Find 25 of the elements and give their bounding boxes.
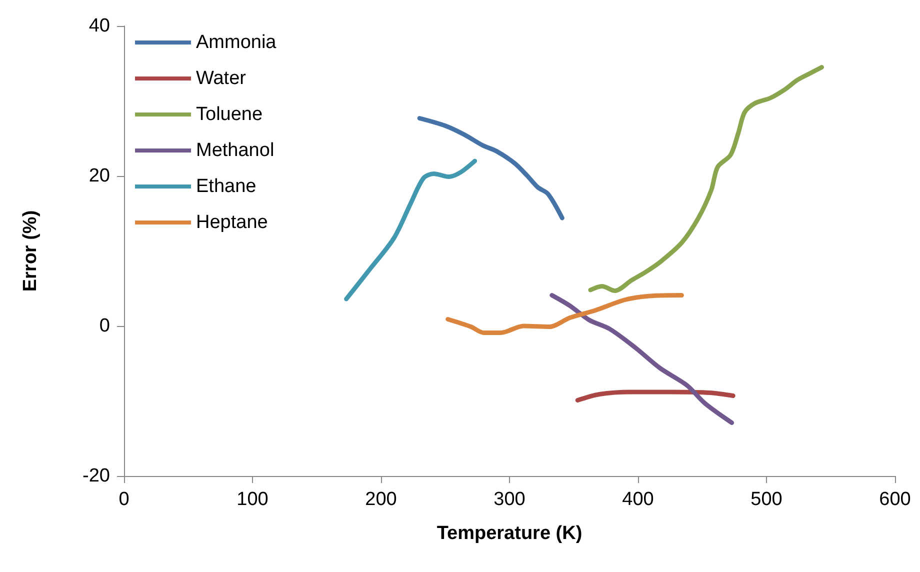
x-tick-label: 600	[879, 489, 911, 510]
x-tick-label: 300	[494, 489, 526, 510]
line-series	[446, 293, 684, 335]
legend-label: Heptane	[196, 212, 268, 233]
legend-label: Water	[196, 68, 247, 89]
x-tick-label: 400	[622, 489, 654, 510]
x-tick-label: 0	[118, 489, 130, 510]
legend-label: Methanol	[196, 140, 274, 161]
y-tick-label: 20	[88, 166, 110, 186]
y-tick-label: -20	[82, 466, 110, 486]
legend-label: Toluene	[196, 104, 263, 125]
line-series	[344, 158, 478, 302]
line-series	[575, 390, 736, 402]
x-axis-title: Temperature (K)	[436, 523, 582, 544]
y-tick-label: 0	[99, 316, 110, 336]
x-tick-label: 100	[236, 489, 268, 510]
legend-label: Ammonia	[196, 32, 277, 53]
legend-label: Ethane	[196, 176, 256, 197]
line-series	[550, 293, 734, 425]
y-axis-title: Error (%)	[20, 210, 41, 292]
line-series	[417, 116, 564, 220]
x-tick-label: 200	[365, 489, 397, 510]
x-tick-label: 500	[750, 489, 782, 510]
line-series	[588, 65, 824, 293]
y-tick-label: 40	[88, 16, 110, 36]
